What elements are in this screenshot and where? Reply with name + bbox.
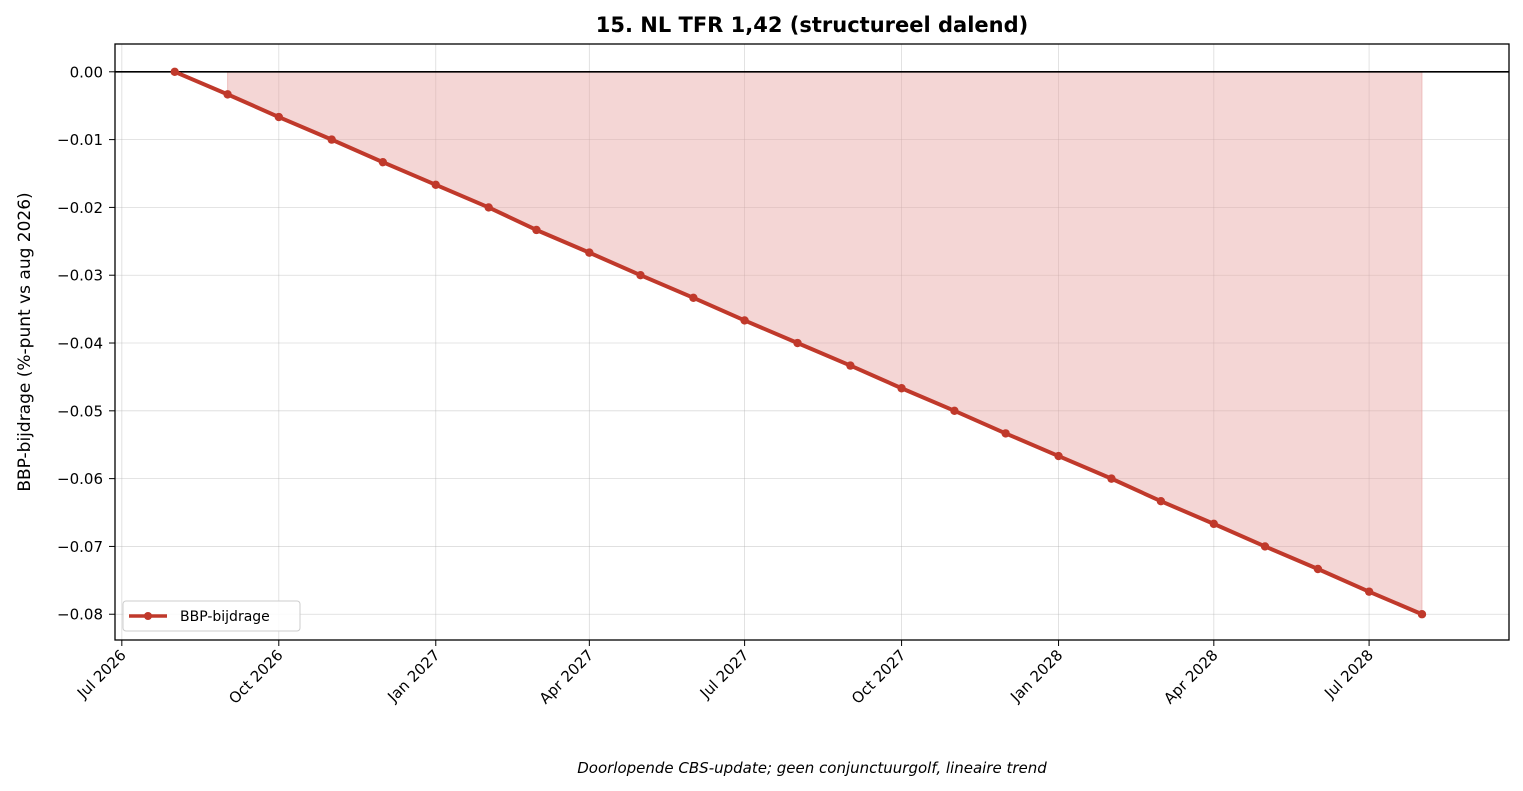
data-point [274, 112, 283, 122]
y-tick-label: −0.08 [57, 606, 103, 624]
x-tick-label: Oct 2026 [225, 646, 286, 707]
data-point [793, 338, 802, 348]
x-tick-label: Jul 2028 [1320, 646, 1377, 703]
x-tick-label: Jul 2026 [73, 646, 130, 703]
data-point [846, 361, 855, 370]
y-axis: 0.00 −0.01 −0.02 −0.03 −0.04 −0.05 −0.06 −0.07 −… [57, 63, 115, 624]
data-point [1156, 497, 1166, 506]
y-tick-label: −0.04 [57, 335, 103, 353]
chart-caption: Doorlopende CBS-update; geen conjunctuur… [577, 759, 1047, 777]
legend-swatch-marker [144, 612, 152, 620]
data-point [1107, 474, 1116, 483]
x-tick-label: Apr 2028 [1160, 646, 1221, 707]
x-tick-label: Jan 2027 [383, 646, 443, 706]
data-point [1313, 564, 1323, 574]
x-tick-label: Jul 2027 [696, 646, 753, 703]
data-point [532, 225, 541, 235]
y-tick-label: −0.02 [57, 199, 103, 217]
data-point [1209, 519, 1219, 529]
legend-label: BBP-bijdrage [180, 609, 270, 625]
x-axis: Jul 2026 Oct 2026 Jan 2027 Apr 2027 Jul 2027… [73, 640, 1377, 708]
data-point [378, 157, 388, 167]
data-point [170, 67, 179, 76]
x-tick-label: Jan 2028 [1006, 646, 1066, 706]
x-tick-label: Oct 2027 [848, 646, 909, 707]
data-point [1054, 451, 1063, 461]
y-tick-label: −0.06 [57, 470, 103, 488]
data-point [1260, 542, 1270, 551]
data-point [1001, 429, 1010, 438]
data-point [223, 90, 232, 99]
data-point [950, 406, 959, 416]
grid [115, 44, 1509, 640]
data-point [327, 135, 336, 144]
data-point [740, 316, 749, 325]
data-point [431, 180, 440, 190]
data-point [1364, 587, 1374, 596]
data-point [484, 203, 493, 212]
y-axis-label: BBP-bijdrage (%-punt vs aug 2026) [15, 192, 35, 491]
y-tick-label: 0.00 [70, 63, 103, 81]
data-point [897, 384, 906, 393]
legend: BBP-bijdrage [122, 600, 301, 632]
data-point [689, 293, 698, 302]
data-point [585, 248, 594, 257]
y-tick-label: −0.01 [57, 131, 103, 149]
legend-box [122, 600, 301, 632]
chart-title: 15. NL TFR 1,42 (structureel dalend) [596, 13, 1029, 37]
x-tick-label: Apr 2027 [536, 646, 597, 707]
y-tick-label: −0.03 [57, 267, 103, 285]
y-tick-label: −0.05 [57, 402, 103, 420]
plot-frame [114, 43, 1510, 641]
series-layer [170, 67, 1427, 619]
data-point [1417, 610, 1427, 619]
data-point [636, 271, 645, 280]
y-tick-label: −0.07 [57, 538, 103, 556]
